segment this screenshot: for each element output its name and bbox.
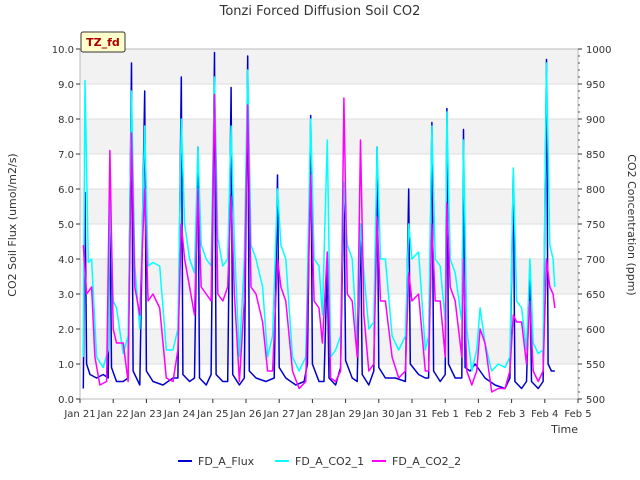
x-tick-label: Jan 29 bbox=[329, 409, 361, 420]
legend-label: FD_A_CO2_1 bbox=[295, 455, 364, 468]
x-tick-label: Jan 28 bbox=[296, 409, 328, 420]
series-line-FD_A_Flux bbox=[82, 51, 555, 390]
y-axis-ticks: 0.0 1.0 2.0 3.0 4.0 5.0 6.0 7.0 8.0 9.0 10.0 bbox=[52, 45, 80, 406]
y2-tick-label: 600 bbox=[586, 325, 605, 336]
x-axis-label: Time bbox=[550, 423, 578, 436]
y2-tick-label: 1000 bbox=[586, 45, 611, 56]
x-tick-label: Jan 31 bbox=[395, 409, 427, 420]
y-tick-label: 5.0 bbox=[58, 220, 74, 231]
x-tick-label: Jan 26 bbox=[229, 409, 261, 420]
y-tick-label: 10.0 bbox=[52, 45, 74, 56]
x-tick-label: Jan 23 bbox=[130, 409, 162, 420]
x-tick-label: Feb 3 bbox=[498, 409, 525, 420]
site-label-box: TZ_fd bbox=[80, 31, 126, 53]
series-line-FD_A_CO2_2 bbox=[82, 93, 556, 393]
y-tick-label: 3.0 bbox=[58, 290, 74, 301]
y2-axis-ticks: 500 550 600 650 700 750 800 850 900 950 1000 bbox=[578, 45, 611, 406]
y-tick-label: 4.0 bbox=[58, 255, 74, 266]
plot-band bbox=[80, 119, 578, 154]
x-tick-label: Jan 25 bbox=[196, 409, 228, 420]
y2-tick-label: 950 bbox=[586, 80, 605, 91]
y-tick-label: 1.0 bbox=[58, 360, 74, 371]
plot-band bbox=[80, 49, 578, 84]
y2-tick-label: 700 bbox=[586, 255, 605, 266]
y-axis-label: CO2 Soil Flux (umol/m2/s) bbox=[6, 153, 19, 296]
y-tick-label: 9.0 bbox=[58, 80, 74, 91]
x-tick-label: Feb 2 bbox=[465, 409, 492, 420]
y2-tick-label: 750 bbox=[586, 220, 605, 231]
y2-tick-label: 550 bbox=[586, 360, 605, 371]
y2-tick-label: 500 bbox=[586, 395, 605, 406]
series-layer bbox=[82, 51, 556, 393]
y2-tick-label: 650 bbox=[586, 290, 605, 301]
y2-tick-label: 900 bbox=[586, 115, 605, 126]
y-tick-label: 2.0 bbox=[58, 325, 74, 336]
y2-axis-label: CO2 Concentration (ppm) bbox=[625, 154, 638, 295]
legend: FD_A_Flux FD_A_CO2_1 FD_A_CO2_2 bbox=[178, 455, 461, 468]
x-tick-label: Feb 5 bbox=[564, 409, 591, 420]
x-tick-label: Feb 4 bbox=[531, 409, 558, 420]
legend-label: FD_A_Flux bbox=[198, 455, 255, 468]
x-tick-label: Jan 21 bbox=[63, 409, 95, 420]
x-tick-label: Jan 24 bbox=[163, 409, 195, 420]
y2-tick-label: 850 bbox=[586, 150, 605, 161]
site-label: TZ_fd bbox=[86, 36, 120, 49]
x-axis-ticks: Jan 21 Jan 22 Jan 23 Jan 24 Jan 25 Jan 26 Jan … bbox=[63, 399, 592, 420]
x-tick-label: Jan 22 bbox=[97, 409, 129, 420]
legend-label: FD_A_CO2_2 bbox=[392, 455, 461, 468]
x-tick-label: Feb 1 bbox=[432, 409, 459, 420]
chart-title: Tonzi Forced Diffusion Soil CO2 bbox=[219, 4, 421, 19]
y2-tick-label: 800 bbox=[586, 185, 605, 196]
x-tick-label: Jan 27 bbox=[263, 409, 295, 420]
y-tick-label: 6.0 bbox=[58, 185, 74, 196]
series-line-FD_A_CO2_1 bbox=[82, 62, 556, 372]
x-tick-label: Jan 30 bbox=[362, 409, 394, 420]
y-tick-label: 7.0 bbox=[58, 150, 74, 161]
y-tick-label: 0.0 bbox=[58, 395, 74, 406]
y-tick-label: 8.0 bbox=[58, 115, 74, 126]
